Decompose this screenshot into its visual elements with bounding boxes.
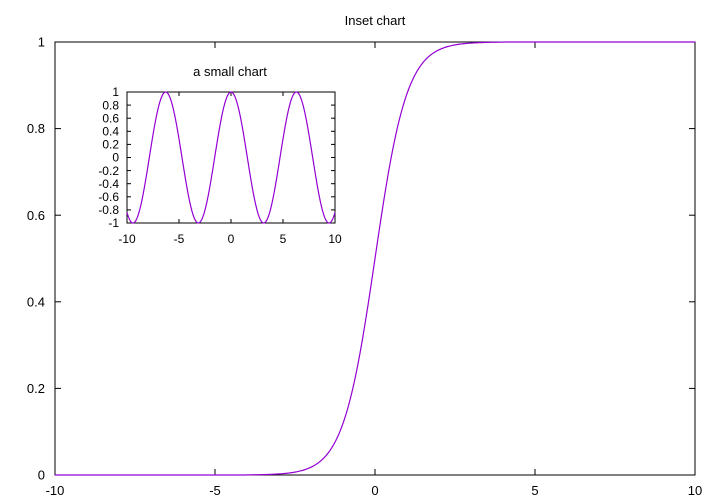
main-x-tick-label: 10 xyxy=(688,483,702,498)
main-chart-title: Inset chart xyxy=(345,13,406,28)
main-y-tick-label: 0.6 xyxy=(27,208,45,223)
main-x-tick-label: -5 xyxy=(209,483,221,498)
inset-y-tick-label: 0 xyxy=(112,151,119,165)
main-series-line-0 xyxy=(55,41,695,476)
inset-y-tick-label: 0.2 xyxy=(102,138,119,152)
inset-y-tick-label: -0.8 xyxy=(98,203,119,217)
inset-x-tick-label: 0 xyxy=(228,232,235,246)
main-x-tick-label: 5 xyxy=(531,483,538,498)
main-y-tick-label: 0.4 xyxy=(27,294,45,309)
inset-chart-title: a small chart xyxy=(193,64,267,79)
main-x-tick-label: 0 xyxy=(371,483,378,498)
inset-chart: -10 -5 0 5 10-1-0.8-0.6-0.4-0.200.20.40.60.8… xyxy=(98,85,342,246)
inset-x-tick-label: 5 xyxy=(280,232,287,246)
main-x-tick-label: -10 xyxy=(46,483,65,498)
inset-y-tick-label: -0.2 xyxy=(98,164,119,178)
inset-series-line-0 xyxy=(126,91,336,224)
inset-y-tick-label: -0.6 xyxy=(98,190,119,204)
main-y-tick-label: 0 xyxy=(38,468,45,483)
main-y-tick-label: 0.8 xyxy=(27,121,45,136)
inset-y-tick-label: 0.8 xyxy=(102,98,119,112)
inset-y-tick-label: 0.4 xyxy=(102,125,119,139)
inset-x-tick-label: 10 xyxy=(328,232,342,246)
inset-y-tick-label: 0.6 xyxy=(102,111,119,125)
inset-x-tick-label: -10 xyxy=(118,232,136,246)
main-y-tick-label: 1 xyxy=(38,35,45,50)
inset-y-tick-label: -1 xyxy=(108,216,119,230)
main-y-tick-label: 0.2 xyxy=(27,381,45,396)
inset-y-tick-label: -0.4 xyxy=(98,177,119,191)
inset-x-tick-label: -5 xyxy=(174,232,185,246)
inset-y-tick-label: 1 xyxy=(112,85,119,99)
inset-plot-frame xyxy=(126,91,336,224)
